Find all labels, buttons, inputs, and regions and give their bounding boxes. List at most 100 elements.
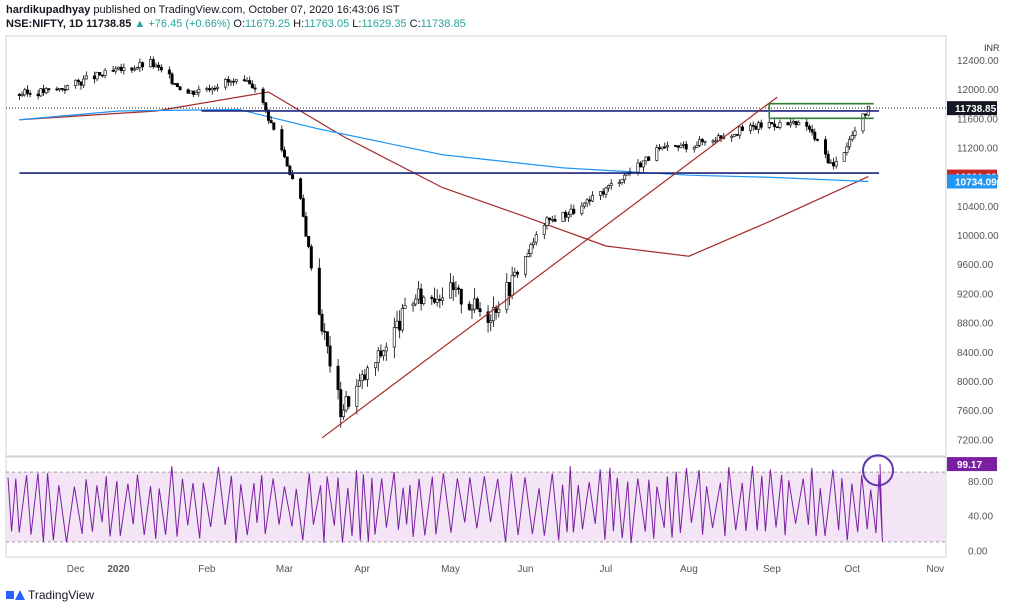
price-tick-label: 9600.00 <box>957 260 994 271</box>
candle-body <box>41 88 45 94</box>
candle-body <box>84 75 88 80</box>
last-price: 11738.85 <box>86 18 132 30</box>
chart-header-publication: hardikupadhyay published on TradingView.… <box>6 4 400 16</box>
candle-body <box>432 298 436 303</box>
candle-body <box>507 282 511 296</box>
price-pane[interactable] <box>5 35 947 457</box>
trend-line <box>321 96 778 439</box>
candle-body <box>489 320 493 323</box>
candle-body <box>411 303 415 306</box>
price-tick-label: 7600.00 <box>957 406 994 417</box>
candle-body <box>832 162 836 167</box>
candle-body <box>735 134 739 136</box>
candle-body <box>767 122 771 128</box>
rsi-tick-label: 80.00 <box>968 477 993 488</box>
candle-body <box>25 89 29 94</box>
x-tick-label: Mar <box>276 564 294 575</box>
candle-body <box>719 135 723 139</box>
price-chart[interactable]: 12400.0012000.0011600.0011200.0010800.00… <box>0 0 1023 580</box>
candle-body <box>400 308 404 331</box>
chart-header-quote: NSE:NIFTY, 1D 11738.85 ▲ +76.45 (+0.66%)… <box>6 18 466 30</box>
candle-body <box>291 174 295 180</box>
candle-body <box>740 126 744 131</box>
candle-body <box>261 88 265 103</box>
x-tick-label: Jun <box>517 564 533 575</box>
candle-body <box>545 217 549 226</box>
candle-body <box>58 88 62 91</box>
candle-body <box>133 68 137 71</box>
candle-body <box>66 85 70 90</box>
rsi-last-label: 99.17 <box>957 460 982 471</box>
candle-body <box>419 288 423 304</box>
candle-body <box>770 122 774 125</box>
candle-body <box>398 320 402 331</box>
candle-body <box>754 126 758 130</box>
axes: 12400.0012000.0011600.0011200.0010800.00… <box>67 43 1000 575</box>
candle-body <box>641 160 645 168</box>
candle-body <box>778 122 782 128</box>
rsi-last-badge <box>947 457 997 472</box>
candle-body <box>250 83 254 89</box>
candle-body <box>842 152 846 162</box>
candle-body <box>98 72 102 76</box>
candle-body <box>191 90 195 95</box>
candle-body <box>283 149 287 158</box>
candle-body <box>288 165 292 175</box>
open-value: 11679.25 <box>245 18 291 30</box>
price-tick-label: 8400.00 <box>957 348 994 359</box>
x-tick-label: Dec <box>67 564 85 575</box>
candle-body <box>130 67 134 71</box>
candle-body <box>307 236 311 247</box>
rsi-tick-label: 40.00 <box>968 512 993 523</box>
candle-body <box>639 162 643 168</box>
candle-body <box>451 282 455 290</box>
candle-body <box>449 282 453 299</box>
candle-body <box>280 129 284 151</box>
candle-body <box>834 160 838 167</box>
rsi-layer <box>6 454 946 544</box>
candle-body <box>604 187 608 195</box>
candle-body <box>205 88 209 90</box>
candle-body <box>810 129 814 133</box>
candle-body <box>376 350 380 363</box>
candle-body <box>588 199 592 202</box>
price-badge <box>947 101 997 116</box>
price-tick-label: 10400.00 <box>957 202 999 213</box>
candle-body <box>845 146 849 153</box>
price-badge-label: 11738.85 <box>955 104 997 115</box>
candle-body <box>395 320 399 328</box>
candle-body <box>505 282 509 310</box>
candle-body <box>175 83 179 88</box>
candle-body <box>347 396 351 407</box>
candle-body <box>36 93 40 97</box>
candle-body <box>542 225 546 236</box>
candle-body <box>194 92 198 95</box>
candle-body <box>620 179 624 183</box>
candle-body <box>272 122 276 130</box>
candle-body <box>253 87 257 90</box>
candle-body <box>580 205 584 214</box>
candle-body <box>566 214 570 218</box>
candle-body <box>266 109 270 121</box>
open-label: O: <box>233 18 246 30</box>
tradingview-footer[interactable]: TradingView <box>6 588 94 602</box>
candle-body <box>245 80 249 82</box>
drawings <box>6 96 946 439</box>
x-tick-label: Feb <box>198 564 216 575</box>
candle-body <box>623 174 627 180</box>
candle-body <box>848 139 852 148</box>
candle-body <box>39 88 43 97</box>
candle-body <box>170 73 174 84</box>
candle-body <box>28 93 32 95</box>
candle-body <box>813 131 817 140</box>
candle-body <box>497 308 501 313</box>
candle-body <box>114 68 118 72</box>
candle-body <box>815 139 819 141</box>
candle-body <box>355 385 359 407</box>
publisher-name[interactable]: hardikupadhyay <box>6 4 91 16</box>
symbol-label[interactable]: NSE:NIFTY, 1D <box>6 18 84 30</box>
candle-body <box>791 120 795 124</box>
candle-body <box>208 88 212 91</box>
candles <box>17 56 870 428</box>
price-tick-label: 8000.00 <box>957 377 994 388</box>
